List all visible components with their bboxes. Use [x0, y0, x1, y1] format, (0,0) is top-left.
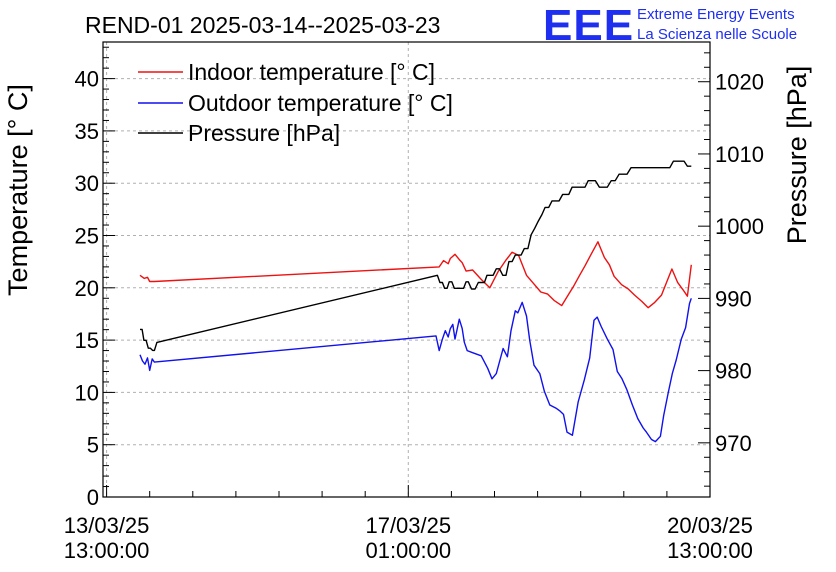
legend-label-indoor: Indoor temperature [° C]	[188, 59, 435, 85]
y2-tick-label: 1020	[715, 70, 764, 95]
y-tick-label: 15	[75, 328, 99, 353]
logo-line-2: La Scienza nelle Scuole	[637, 26, 797, 43]
x-tick-sublabel: 13:00:00	[64, 538, 150, 563]
x-tick-label: 17/03/25	[365, 513, 451, 538]
y2-tick-label: 1010	[715, 142, 764, 167]
outdoor-temperature-line	[139, 298, 692, 443]
y-tick-label: 20	[75, 276, 99, 301]
right-axis: 970 980 990 1000 1010 1020	[698, 52, 764, 487]
left-axis: 0 5 10 15 20 25 30 35 40	[75, 46, 115, 510]
y-tick-label: 25	[75, 224, 99, 249]
pressure-line	[140, 160, 692, 352]
legend-label-pressure: Pressure [hPa]	[188, 120, 340, 146]
y2-tick-label: 970	[715, 431, 752, 456]
y-tick-label: 5	[87, 433, 99, 458]
y-tick-label: 35	[75, 119, 99, 144]
y-tick-label: 10	[75, 380, 99, 405]
y-tick-label: 30	[75, 171, 99, 196]
y2-tick-label: 1000	[715, 214, 764, 239]
y-axis-label: Temperature [° C]	[3, 84, 33, 296]
y-tick-label: 40	[75, 67, 99, 92]
eee-logo: EEE Extreme Energy Events La Scienza nel…	[543, 1, 797, 50]
logo-line-1: Extreme Energy Events	[637, 6, 795, 23]
x-tick-label: 20/03/25	[667, 513, 753, 538]
y2-tick-label: 990	[715, 286, 752, 311]
logo-mark: EEE	[543, 1, 634, 50]
legend-label-outdoor: Outdoor temperature [° C]	[188, 90, 453, 116]
x-tick-label: 13/03/25	[64, 513, 150, 538]
x-tick-sublabel: 01:00:00	[365, 538, 451, 563]
y2-tick-label: 980	[715, 359, 752, 384]
y2-axis-label: Pressure [hPa]	[782, 66, 812, 245]
indoor-temperature-line	[139, 241, 692, 309]
y-tick-label: 0	[87, 485, 99, 510]
series-layer	[139, 160, 692, 443]
x-tick-sublabel: 13:00:00	[667, 538, 753, 563]
legend: Indoor temperature [° C] Outdoor tempera…	[138, 59, 453, 146]
x-axis: 13/03/2513:00:0017/03/2501:00:0020/03/25…	[64, 485, 753, 563]
chart-title: REND-01 2025-03-14--2025-03-23	[85, 12, 440, 38]
